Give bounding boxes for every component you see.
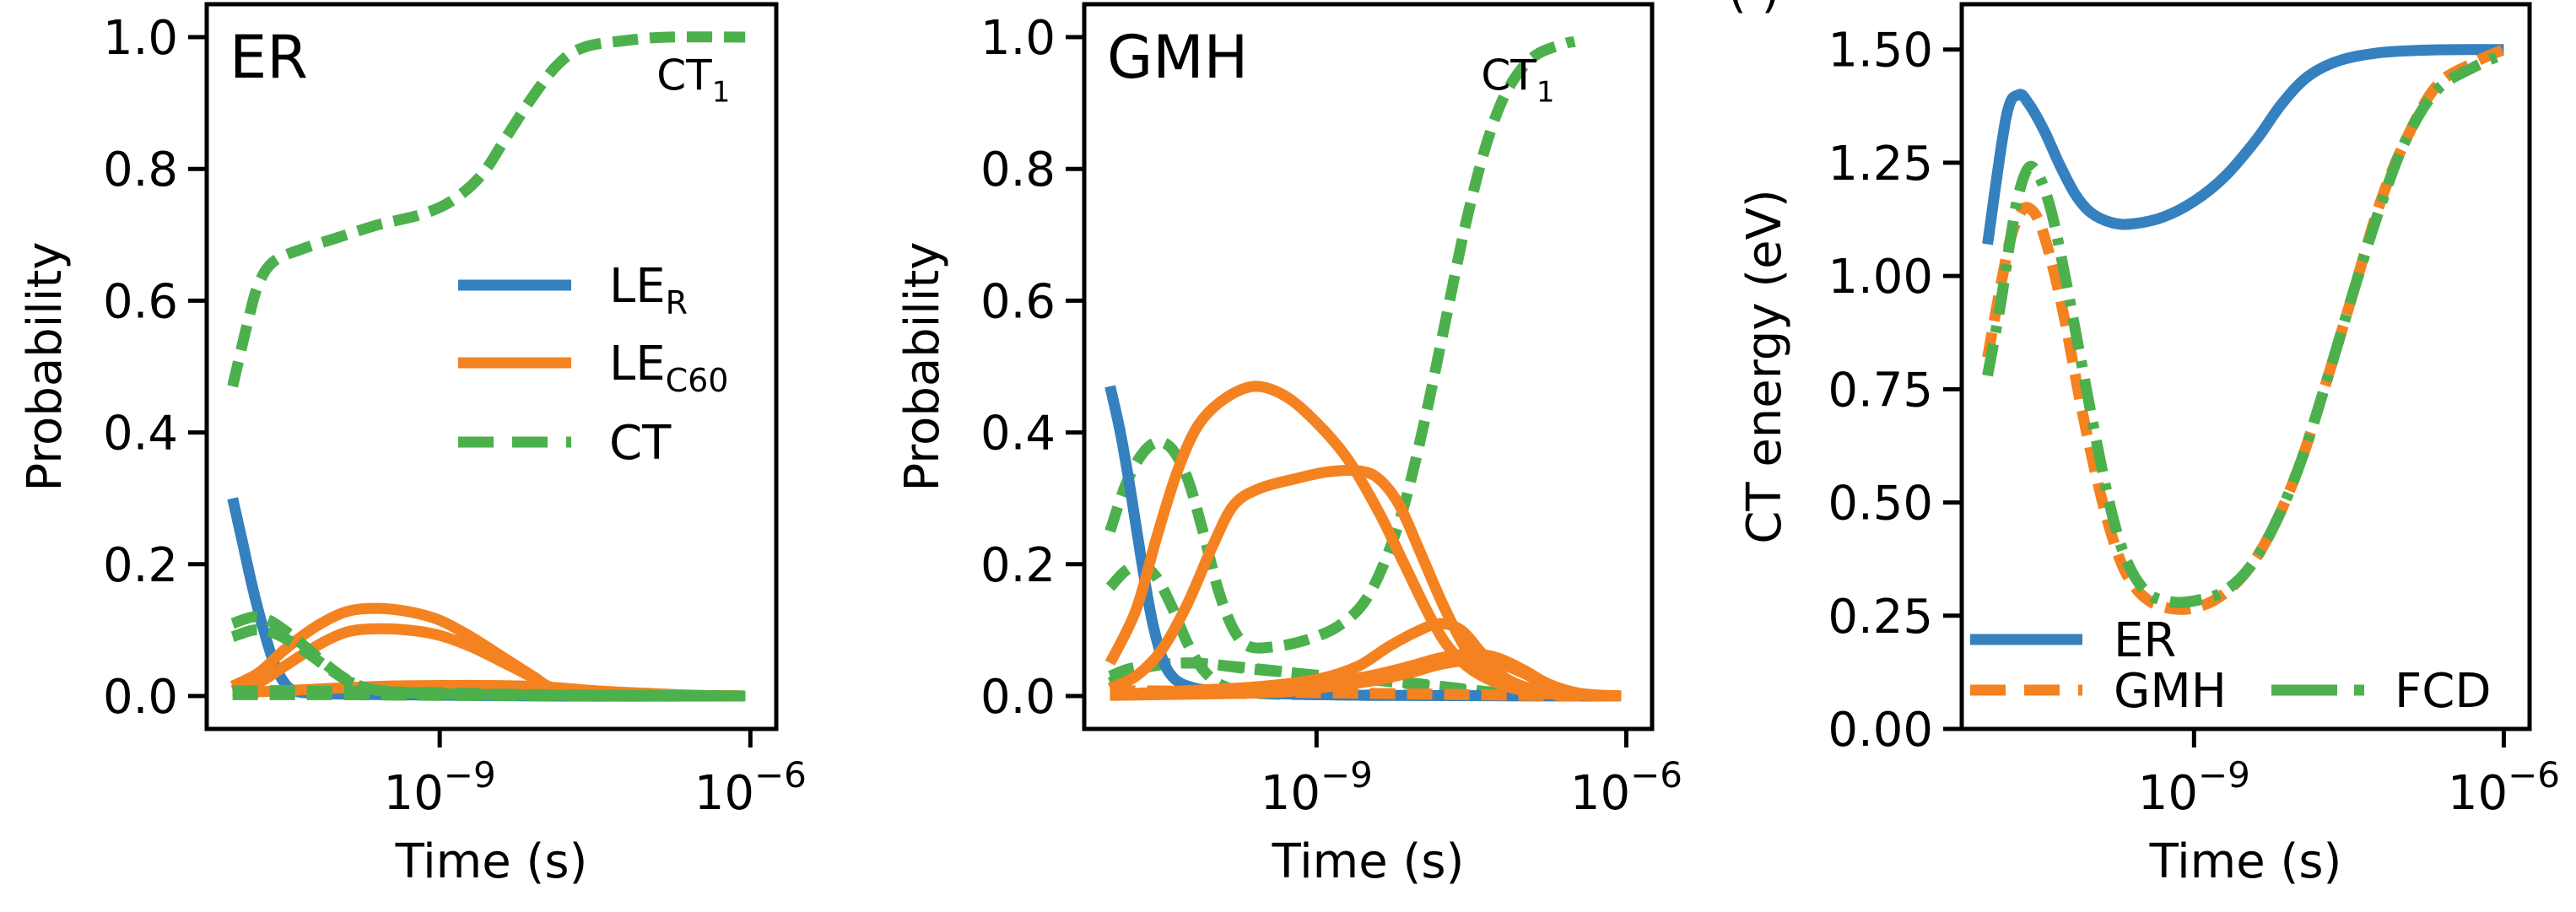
x-tick-base: 10 [1261,766,1320,821]
y-tick-label: 0.8 [980,143,1056,197]
x-tick-exponent: −6 [754,754,807,796]
legend-entry-label: LER [609,259,688,321]
y-tick-label: 0.0 [103,670,178,725]
x-tick-base: 10 [384,766,444,821]
x-tick-label: 10−6 [2448,754,2560,821]
x-tick-base: 10 [1570,766,1630,821]
x-axis-label: Time (s) [1272,834,1465,889]
legend-entry-main: LE [609,337,666,391]
y-tick-label: 1.50 [1828,24,1933,78]
legend-entry-main: CT [609,416,672,471]
y-axis-label: Probability [18,241,73,491]
x-tick-exponent: −6 [1630,754,1682,796]
series-group [1982,44,2507,615]
axes-frame [204,2,779,731]
legend-entry-subscript: R [666,284,688,321]
y-tick-label: 1.00 [1828,250,1933,305]
panel-tag: ER [230,23,308,92]
y-tick-label: 0.0 [980,670,1056,725]
x-axis-label: Time (s) [2149,834,2342,889]
ct1-annotation: CT1 [1481,51,1554,110]
legend-entry-label: FCD [2395,664,2491,719]
series-line-ct-ct1- [227,31,746,388]
series-line-le-c60-a [1104,380,1622,702]
series-group [227,31,746,702]
series-group [1104,36,1622,702]
y-axis-label: CT energy (eV) [1737,189,1792,544]
series-line-gmh [1982,44,2507,615]
y-tick-label: 1.0 [980,11,1056,66]
y-tick-label: 0.4 [103,407,178,461]
y-tick-label: 0.6 [980,274,1056,329]
y-tick-label: 0.00 [1828,703,1933,758]
y-tick-label: 1.25 [1828,137,1933,192]
y-tick-label: 1.0 [103,11,178,66]
axes-frame [1959,2,2532,731]
x-tick-base: 10 [2448,766,2508,821]
x-tick-exponent: −6 [2508,754,2560,796]
series-line-er [1982,44,2504,246]
x-tick-exponent: −9 [1320,754,1373,796]
legend-entry-label: LEC60 [609,337,728,399]
series-line-ct-ct1- [1104,36,1576,654]
axes-frame [1082,2,1655,731]
series-line-le-c60-f [1110,685,1622,702]
annotation-subscript: 1 [712,76,731,110]
y-tick-label: 0.2 [103,538,178,593]
x-axis-label: Time (s) [395,834,588,889]
annotation-main: CT [1481,51,1536,100]
series-line-le-r [227,497,746,702]
y-tick-label: 0.25 [1828,590,1933,645]
x-tick-label: 10−9 [2138,754,2250,821]
legend-entry-main: LE [609,259,666,314]
ct1-annotation: CT1 [656,51,730,110]
y-tick-label: 0.75 [1828,363,1933,418]
series-line-le-c60-e [1110,655,1622,702]
x-tick-label: 10−9 [384,754,496,821]
series-line-fcd [1982,49,2506,608]
y-tick-label: 0.50 [1828,477,1933,532]
y-tick-label: 0.8 [103,143,178,197]
x-tick-base: 10 [694,766,754,821]
legend-entry-label: CT [609,416,672,471]
x-tick-label: 10−6 [694,754,807,821]
annotation-subscript: 1 [1536,76,1555,110]
x-tick-label: 10−6 [1570,754,1682,821]
x-tick-exponent: −9 [2198,754,2250,796]
x-tick-base: 10 [2138,766,2198,821]
legend-entry-subscript: C60 [666,362,729,399]
y-tick-label: 0.6 [103,274,178,329]
x-tick-label: 10−9 [1261,754,1373,821]
legend-entry-label: GMH [2114,664,2227,719]
panel-label-fragment: ( ) [1728,0,1780,19]
annotation-main: CT [656,51,712,100]
y-tick-label: 0.4 [980,407,1056,461]
x-tick-exponent: −9 [444,754,496,796]
y-axis-label: Probability [895,241,950,491]
panel-tag: GMH [1107,23,1248,92]
series-line-le-r [1104,385,1622,702]
y-tick-label: 0.2 [980,538,1056,593]
legend-entry-label: ER [2114,613,2176,668]
